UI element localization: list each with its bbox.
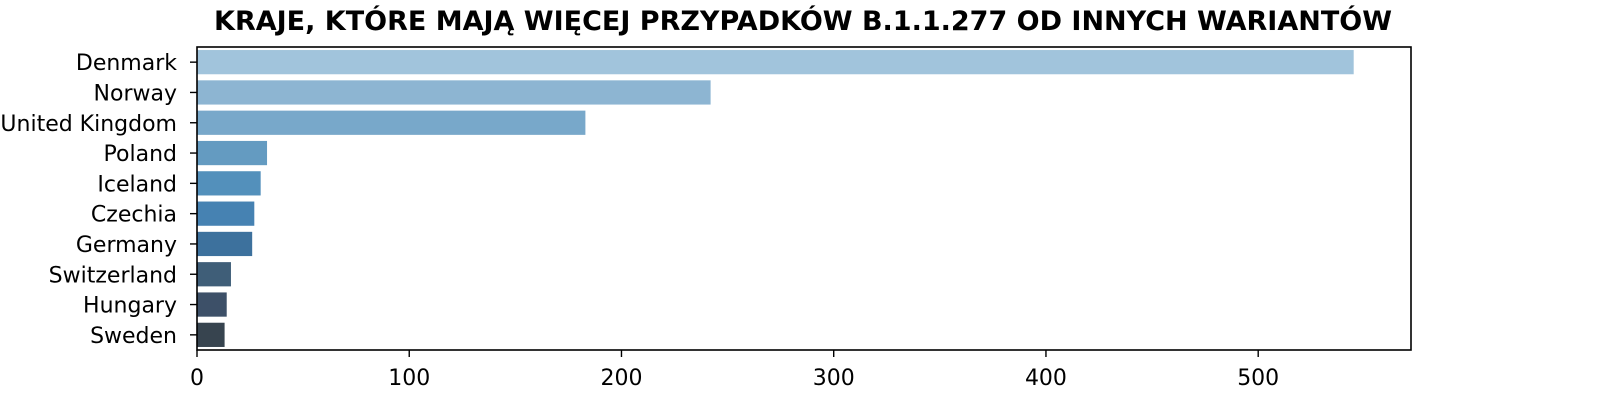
y-tick-label: Czechia: [91, 203, 177, 228]
plot-frame: [196, 46, 1412, 351]
y-tick-label: Iceland: [97, 172, 177, 197]
y-tick-label: Switzerland: [49, 263, 177, 288]
bar-iceland: [197, 171, 261, 196]
y-tick-label: Germany: [76, 233, 177, 258]
bar-switzerland: [197, 262, 231, 287]
y-tick-label: Norway: [94, 81, 177, 106]
x-axis-ticks: 0 100 200 300 400 500: [190, 350, 1279, 391]
y-axis-ticks: Denmark Norway United Kingdom Poland Iceland…: [0, 51, 197, 349]
x-tick-label: 200: [600, 366, 642, 391]
bar-norway: [197, 80, 711, 105]
y-tick-label: Hungary: [83, 294, 177, 319]
bar-czechia: [197, 201, 255, 226]
bar-sweden: [197, 322, 225, 347]
y-tick-label: Poland: [104, 142, 177, 167]
x-tick-label: 100: [388, 366, 430, 391]
x-tick-label: 400: [1025, 366, 1067, 391]
y-tick-label: Denmark: [76, 51, 177, 76]
x-tick-label: 500: [1237, 366, 1279, 391]
chart-title: KRAJE, KTÓRE MAJĄ WIĘCEJ PRZYPADKÓW B.1.…: [214, 5, 1392, 37]
bar-germany: [197, 231, 253, 257]
bar-hungary: [197, 292, 227, 317]
bar-poland: [197, 140, 268, 166]
y-tick-label: United Kingdom: [0, 112, 177, 137]
x-tick-label: 0: [190, 366, 204, 391]
bars: [197, 50, 1354, 347]
y-tick-label: Sweden: [90, 324, 177, 349]
x-tick-label: 300: [813, 366, 855, 391]
bar-united-kingdom: [197, 110, 586, 135]
bar-denmark: [197, 50, 1354, 75]
